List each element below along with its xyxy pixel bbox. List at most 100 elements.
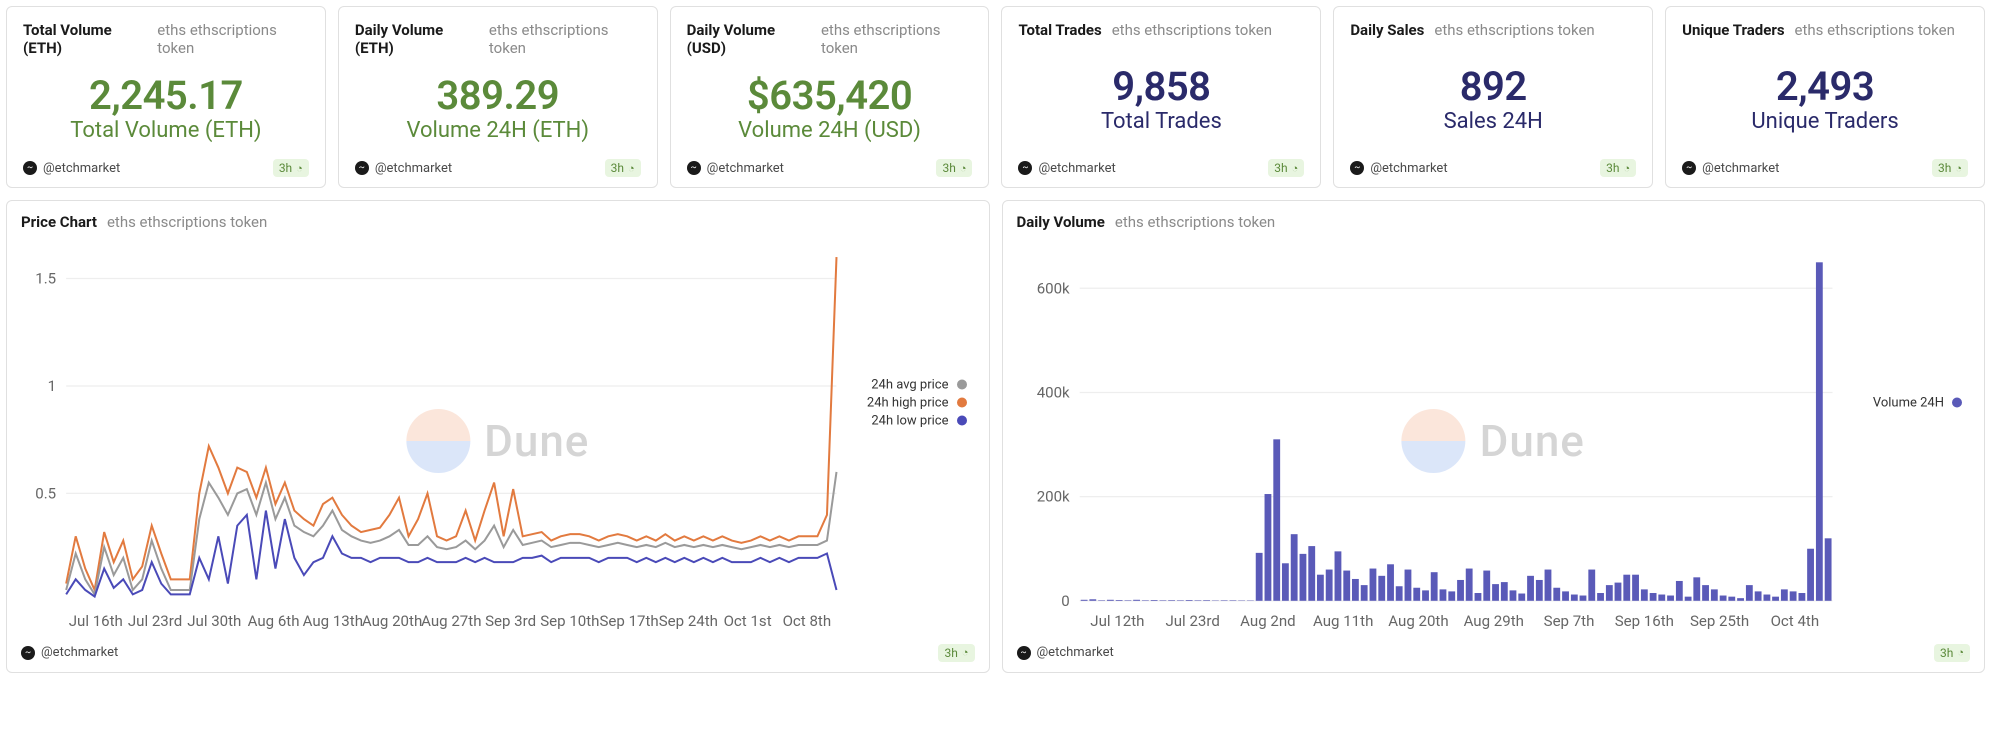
card-header: Total Trades eths ethscriptions token bbox=[1018, 21, 1304, 39]
svg-text:Jul 30th: Jul 30th bbox=[187, 612, 241, 630]
author-avatar-icon: ~ bbox=[21, 646, 35, 660]
author-handle: @etchmarket bbox=[1038, 161, 1115, 176]
time-badge-text: 3h bbox=[1938, 161, 1951, 175]
author-handle: @etchmarket bbox=[1370, 161, 1447, 176]
refresh-time-badge[interactable]: 3h ◔ bbox=[938, 644, 974, 662]
svg-text:Aug 27th: Aug 27th bbox=[421, 612, 481, 630]
svg-text:Aug 13th: Aug 13th bbox=[303, 612, 363, 630]
svg-text:Aug 29th: Aug 29th bbox=[1463, 612, 1523, 630]
legend-dot-icon bbox=[957, 380, 967, 390]
author-handle: @etchmarket bbox=[1037, 645, 1114, 660]
svg-text:Aug 20th: Aug 20th bbox=[362, 612, 422, 630]
legend-item[interactable]: Volume 24H bbox=[1873, 395, 1962, 410]
legend-label: 24h high price bbox=[867, 395, 949, 410]
chart-header: Daily Volume eths ethscriptions token bbox=[1017, 213, 1971, 231]
chart-title: Daily Volume bbox=[1017, 213, 1105, 231]
metric-subtitle: eths ethscriptions token bbox=[1434, 21, 1594, 39]
author-handle: @etchmarket bbox=[707, 161, 784, 176]
author-link[interactable]: ~ @etchmarket bbox=[1350, 161, 1447, 176]
clock-icon: ◔ bbox=[960, 162, 967, 175]
metric-label: Volume 24H (USD) bbox=[738, 118, 921, 143]
svg-text:Oct 4th: Oct 4th bbox=[1770, 612, 1819, 630]
svg-text:Oct 1st: Oct 1st bbox=[724, 612, 772, 630]
svg-text:200k: 200k bbox=[1036, 488, 1069, 506]
refresh-time-badge[interactable]: 3h ◔ bbox=[1600, 159, 1636, 177]
legend-label: 24h low price bbox=[871, 413, 948, 428]
card-footer: ~ @etchmarket 3h ◔ bbox=[687, 153, 973, 177]
metric-label: Total Trades bbox=[1101, 109, 1222, 134]
time-badge-text: 3h bbox=[944, 646, 957, 660]
dashboard: Total Volume (ETH) eths ethscriptions to… bbox=[6, 6, 1985, 673]
legend-item[interactable]: 24h low price bbox=[867, 413, 967, 428]
clock-icon: ◔ bbox=[628, 162, 635, 175]
author-avatar-icon: ~ bbox=[1350, 161, 1364, 175]
charts-row: Price Chart eths ethscriptions token Dun… bbox=[6, 200, 1985, 673]
volume-chart-area[interactable]: Dune 0200k400k600kJul 12thJul 23rdAug 2n… bbox=[1017, 247, 1971, 636]
card-footer: ~ @etchmarket 3h ◔ bbox=[21, 640, 975, 662]
metric-body: 9,858 Total Trades bbox=[1018, 47, 1304, 153]
svg-text:400k: 400k bbox=[1036, 383, 1069, 401]
time-badge-text: 3h bbox=[1940, 646, 1953, 660]
author-link[interactable]: ~ @etchmarket bbox=[23, 161, 120, 176]
svg-text:Sep 16th: Sep 16th bbox=[1614, 612, 1673, 630]
card-header: Daily Volume (USD) eths ethscriptions to… bbox=[687, 21, 973, 57]
refresh-time-badge[interactable]: 3h ◔ bbox=[605, 159, 641, 177]
volume-chart-legend: Volume 24H bbox=[1873, 392, 1962, 413]
card-footer: ~ @etchmarket 3h ◔ bbox=[355, 153, 641, 177]
author-link[interactable]: ~ @etchmarket bbox=[1682, 161, 1779, 176]
author-link[interactable]: ~ @etchmarket bbox=[1017, 645, 1114, 660]
author-avatar-icon: ~ bbox=[687, 161, 701, 175]
clock-icon: ◔ bbox=[1292, 162, 1299, 175]
metric-card: Daily Sales eths ethscriptions token 892… bbox=[1333, 6, 1653, 188]
author-link[interactable]: ~ @etchmarket bbox=[355, 161, 452, 176]
refresh-time-badge[interactable]: 3h ◔ bbox=[273, 159, 309, 177]
author-link[interactable]: ~ @etchmarket bbox=[21, 645, 118, 660]
chart-subtitle: eths ethscriptions token bbox=[107, 213, 267, 231]
svg-text:Sep 17th: Sep 17th bbox=[599, 612, 658, 630]
metric-title: Daily Volume (USD) bbox=[687, 21, 811, 57]
time-badge-text: 3h bbox=[1606, 161, 1619, 175]
metric-title: Unique Traders bbox=[1682, 21, 1784, 39]
metric-card: Daily Volume (ETH) eths ethscriptions to… bbox=[338, 6, 658, 188]
author-handle: @etchmarket bbox=[41, 645, 118, 660]
card-footer: ~ @etchmarket 3h ◔ bbox=[1350, 153, 1636, 177]
refresh-time-badge[interactable]: 3h ◔ bbox=[1932, 159, 1968, 177]
card-header: Daily Sales eths ethscriptions token bbox=[1350, 21, 1636, 39]
metric-body: 2,493 Unique Traders bbox=[1682, 47, 1968, 153]
metric-value: $635,420 bbox=[747, 76, 912, 116]
metric-body: 2,245.17 Total Volume (ETH) bbox=[23, 65, 309, 153]
author-avatar-icon: ~ bbox=[23, 161, 37, 175]
svg-text:Sep 24th: Sep 24th bbox=[659, 612, 718, 630]
volume-chart-card: Daily Volume eths ethscriptions token Du… bbox=[1002, 200, 1986, 673]
svg-text:Jul 23rd: Jul 23rd bbox=[1165, 612, 1219, 630]
author-avatar-icon: ~ bbox=[355, 161, 369, 175]
svg-text:Oct 8th: Oct 8th bbox=[783, 612, 832, 630]
time-badge-text: 3h bbox=[1274, 161, 1287, 175]
clock-icon: ◔ bbox=[1957, 646, 1964, 659]
svg-text:Jul 23rd: Jul 23rd bbox=[128, 612, 182, 630]
metric-body: 389.29 Volume 24H (ETH) bbox=[355, 65, 641, 153]
author-link[interactable]: ~ @etchmarket bbox=[687, 161, 784, 176]
svg-text:Aug 20th: Aug 20th bbox=[1388, 612, 1448, 630]
legend-label: Volume 24H bbox=[1873, 395, 1944, 410]
metric-subtitle: eths ethscriptions token bbox=[489, 21, 641, 57]
svg-text:1.5: 1.5 bbox=[35, 270, 56, 288]
refresh-time-badge[interactable]: 3h ◔ bbox=[1268, 159, 1304, 177]
metric-label: Volume 24H (ETH) bbox=[406, 118, 589, 143]
svg-text:600k: 600k bbox=[1036, 279, 1069, 297]
refresh-time-badge[interactable]: 3h ◔ bbox=[936, 159, 972, 177]
card-header: Daily Volume (ETH) eths ethscriptions to… bbox=[355, 21, 641, 57]
chart-subtitle: eths ethscriptions token bbox=[1115, 213, 1275, 231]
metric-body: 892 Sales 24H bbox=[1350, 47, 1636, 153]
metric-value: 2,493 bbox=[1776, 67, 1874, 107]
legend-item[interactable]: 24h high price bbox=[867, 395, 967, 410]
author-handle: @etchmarket bbox=[43, 161, 120, 176]
price-chart-area[interactable]: Dune 0.511.5Jul 16thJul 23rdJul 30thAug … bbox=[21, 247, 975, 636]
refresh-time-badge[interactable]: 3h ◔ bbox=[1934, 644, 1970, 662]
svg-text:Jul 12th: Jul 12th bbox=[1090, 612, 1144, 630]
metric-subtitle: eths ethscriptions token bbox=[157, 21, 309, 57]
clock-icon: ◔ bbox=[296, 162, 303, 175]
legend-item[interactable]: 24h avg price bbox=[867, 377, 967, 392]
author-avatar-icon: ~ bbox=[1018, 161, 1032, 175]
author-link[interactable]: ~ @etchmarket bbox=[1018, 161, 1115, 176]
